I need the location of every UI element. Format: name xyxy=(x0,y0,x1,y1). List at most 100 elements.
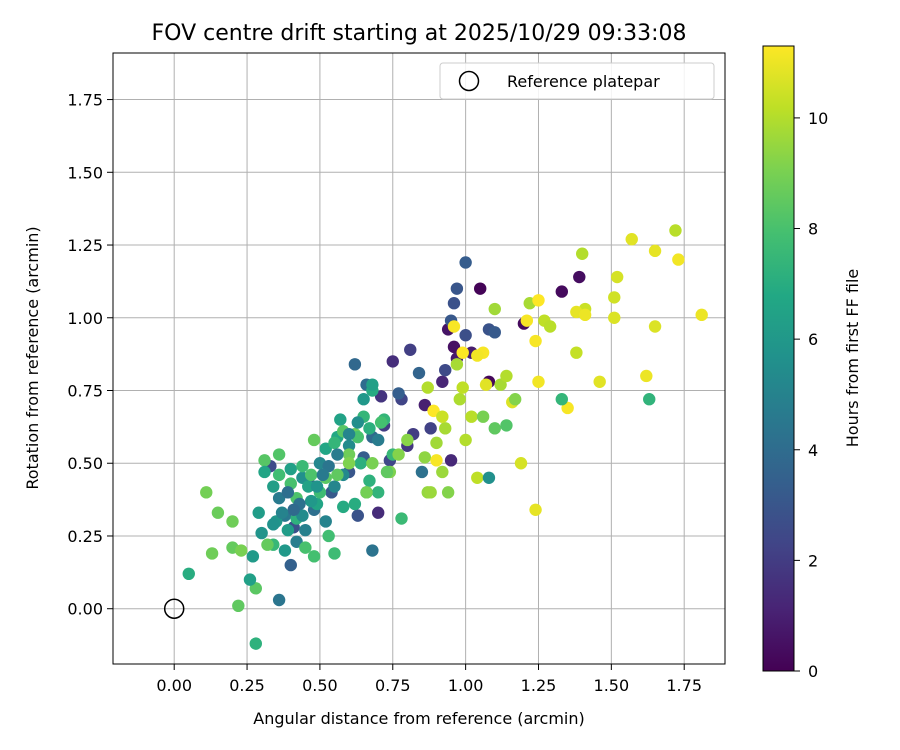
colorbar-gradient xyxy=(762,45,795,672)
data-point xyxy=(316,468,330,482)
data-point xyxy=(610,270,624,284)
data-point xyxy=(302,480,315,493)
legend-marker xyxy=(458,70,480,92)
data-point xyxy=(471,349,484,362)
data-point xyxy=(395,512,408,525)
legend: Reference platepar xyxy=(439,62,715,100)
data-point xyxy=(412,366,426,380)
data-point xyxy=(578,308,592,322)
data-point xyxy=(366,457,379,470)
colorbar-label: Hours from first FF file xyxy=(843,269,862,448)
data-point xyxy=(374,390,388,403)
data-point xyxy=(322,529,335,543)
data-point xyxy=(482,471,496,484)
data-point xyxy=(640,369,653,383)
data-point xyxy=(351,416,364,429)
data-point xyxy=(372,506,385,519)
data-point xyxy=(404,343,417,356)
data-point xyxy=(272,593,286,607)
data-point xyxy=(351,509,364,522)
data-point xyxy=(561,401,574,415)
data-point xyxy=(520,314,534,327)
data-point xyxy=(643,393,656,406)
data-point xyxy=(608,311,621,324)
x-tick-label: 1.25 xyxy=(521,676,557,695)
data-point xyxy=(625,233,638,246)
data-point xyxy=(418,451,432,464)
data-point xyxy=(372,486,385,499)
data-point xyxy=(275,506,289,519)
data-point xyxy=(474,282,487,295)
data-point xyxy=(328,480,341,493)
data-point xyxy=(366,544,379,557)
data-point xyxy=(299,523,312,537)
y-axis-label: Rotation from reference (arcmin) xyxy=(23,226,42,489)
data-point xyxy=(348,358,362,371)
data-point xyxy=(439,422,452,435)
data-point xyxy=(249,637,262,650)
data-point xyxy=(363,474,376,487)
colorbar-tick-label: 10 xyxy=(808,109,828,128)
data-point xyxy=(608,291,621,304)
data-point xyxy=(205,547,219,560)
data-point xyxy=(363,422,376,435)
data-point xyxy=(555,285,568,298)
data-point xyxy=(456,346,469,359)
data-point xyxy=(424,422,437,435)
colorbar-tick-label: 4 xyxy=(808,441,818,460)
data-point xyxy=(459,433,472,447)
legend-label: Reference platepar xyxy=(507,72,660,91)
data-point xyxy=(267,480,280,493)
data-point xyxy=(255,526,268,540)
data-point xyxy=(456,381,469,394)
data-point xyxy=(488,302,501,316)
data-point xyxy=(235,544,248,557)
data-point xyxy=(447,340,461,354)
data-point xyxy=(304,494,318,508)
chart-title: FOV centre drift starting at 2025/10/29 … xyxy=(152,21,687,46)
data-point xyxy=(488,422,501,435)
colorbar-tick-label: 8 xyxy=(808,220,818,239)
data-point xyxy=(331,448,344,461)
y-tick-label: 0.25 xyxy=(67,527,103,546)
data-point xyxy=(514,457,528,470)
data-point xyxy=(570,346,583,359)
data-point xyxy=(182,567,195,581)
data-point xyxy=(459,329,472,342)
data-point xyxy=(304,468,318,482)
data-point xyxy=(357,393,370,406)
data-point xyxy=(278,544,292,557)
x-axis-label: Angular distance from reference (arcmin) xyxy=(253,709,584,728)
data-point xyxy=(284,462,297,476)
data-point xyxy=(310,480,324,493)
data-point xyxy=(529,334,542,348)
data-point xyxy=(366,378,379,391)
data-point xyxy=(328,436,341,450)
data-point xyxy=(415,465,429,479)
data-point xyxy=(272,468,286,482)
x-tick-label: 0.50 xyxy=(302,676,338,695)
data-point xyxy=(319,515,332,528)
data-point xyxy=(450,358,464,371)
reference-point-marker xyxy=(163,598,185,619)
x-tick-label: 0.75 xyxy=(375,676,411,695)
data-point xyxy=(281,523,295,537)
data-point xyxy=(299,541,312,554)
y-tick-label: 1.00 xyxy=(67,309,103,328)
data-point xyxy=(500,419,513,432)
data-point xyxy=(328,547,341,560)
data-point xyxy=(287,503,300,516)
data-point xyxy=(441,486,455,499)
data-point xyxy=(695,308,708,322)
data-point xyxy=(374,416,388,429)
data-point xyxy=(200,486,213,499)
data-point xyxy=(296,509,309,522)
data-point xyxy=(453,393,466,406)
data-point xyxy=(476,410,490,423)
data-point xyxy=(354,457,367,470)
data-point xyxy=(272,491,286,505)
data-point xyxy=(430,436,443,450)
data-point xyxy=(348,497,362,511)
legend-box xyxy=(439,62,715,100)
